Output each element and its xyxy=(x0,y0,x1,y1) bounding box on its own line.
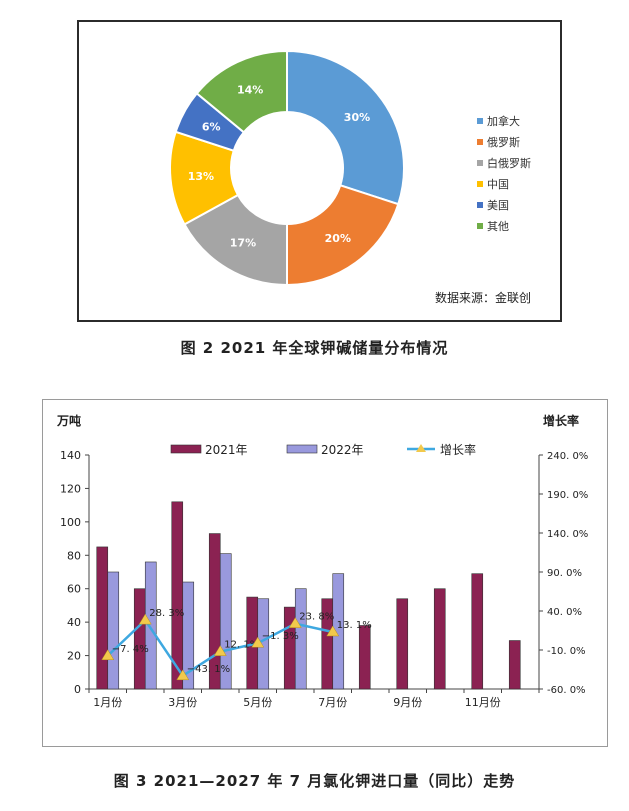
legend-swatch-6 xyxy=(477,223,483,229)
legend-label-1: 加拿大 xyxy=(487,114,520,128)
growth-data-label-5: −1. 3% xyxy=(262,631,299,642)
legend-label-line: 增长率 xyxy=(440,442,476,457)
legend-swatch-4 xyxy=(477,181,483,187)
donut-chart: 30% 20% 17% 13% 6% 14% 加拿大俄罗斯白俄罗斯中国美国其他数据来源：金联… xyxy=(169,49,531,305)
donut-slice-1 xyxy=(286,49,405,206)
growth-data-label-4: 12. 1% xyxy=(224,640,259,651)
bar-2-4 xyxy=(219,553,232,690)
y2-tick-label-3: 90. 0% xyxy=(547,568,582,579)
y2-tick-label-2: 40. 0% xyxy=(547,607,582,618)
donut-source-annotation: 数据来源：金联创 xyxy=(435,290,531,305)
donut-slice-label-3: 17% xyxy=(230,236,256,249)
y-axis-title: 万吨 xyxy=(56,413,81,428)
legend-label-6: 其他 xyxy=(487,220,509,233)
x-tick-label-5: 5月份 xyxy=(243,696,272,709)
bar-2-1 xyxy=(107,571,120,690)
growth-marker-7 xyxy=(326,625,340,637)
x-tick-label-11: 11月份 xyxy=(465,696,501,709)
combo-chart: 0 20 40 60 80 100 120 140 -60. 0% -10. 0% 40. 0% 90… xyxy=(56,413,588,709)
legend-swatch-bar-1 xyxy=(170,444,202,454)
donut-chart-panel: 30% 20% 17% 13% 6% 14% 加拿大俄罗斯白俄罗斯中国美国其他数据来源：金联… xyxy=(77,20,562,322)
legend-swatch-bar-2 xyxy=(286,444,318,454)
growth-data-label-1: −7. 4% xyxy=(112,644,149,655)
legend-label-5: 美国 xyxy=(487,199,509,212)
growth-marker-1 xyxy=(101,649,115,661)
legend-label-3: 白俄罗斯 xyxy=(487,156,531,170)
donut-slice-label-2: 20% xyxy=(325,232,351,245)
y-tick-label-3: 60 xyxy=(67,583,81,596)
bar-1-9 xyxy=(396,598,409,690)
legend-label-2: 俄罗斯 xyxy=(487,136,520,149)
growth-data-label-2: 28. 3% xyxy=(149,608,184,619)
legend-label-bar-2: 2022年 xyxy=(321,443,364,457)
y-tick-label-7: 140 xyxy=(60,449,81,462)
growth-marker-4 xyxy=(213,645,227,656)
combo-chart-panel: 0 20 40 60 80 100 120 140 -60. 0% -10. 0% 40. 0% 90… xyxy=(42,399,608,747)
legend-marker-line xyxy=(416,444,426,452)
growth-data-label-6: 23. 8% xyxy=(299,612,334,623)
growth-data-label-7: 13. 1% xyxy=(337,620,372,631)
legend-swatch-1 xyxy=(477,118,483,124)
growth-marker-6 xyxy=(288,617,302,628)
donut-slice-2 xyxy=(286,184,400,287)
donut-slice-label-6: 14% xyxy=(237,84,263,97)
y-tick-label-6: 120 xyxy=(60,482,81,495)
legend-label-4: 中国 xyxy=(487,178,509,191)
donut-slice-6 xyxy=(195,49,288,134)
bar-1-6 xyxy=(283,606,296,690)
y-tick-label-0: 0 xyxy=(74,683,81,696)
bar-1-2 xyxy=(133,588,146,690)
y2-tick-label-5: 190. 0% xyxy=(547,490,588,501)
bar-1-12 xyxy=(508,640,521,690)
y2-axis-title: 增长率 xyxy=(543,413,579,428)
donut-slice-label-5: 6% xyxy=(202,120,221,133)
legend-label-bar-1: 2021年 xyxy=(205,443,248,457)
bar-1-11 xyxy=(471,573,484,690)
growth-marker-3 xyxy=(176,669,190,681)
y-tick-label-5: 100 xyxy=(60,516,81,529)
y-tick-label-2: 40 xyxy=(67,616,81,629)
legend-swatch-3 xyxy=(477,160,483,166)
y2-tick-label-4: 140. 0% xyxy=(547,529,588,540)
donut-slice-label-1: 30% xyxy=(344,111,370,124)
y-tick-label-4: 80 xyxy=(67,549,81,562)
y2-tick-label-0: -60. 0% xyxy=(547,685,586,696)
bar-1-1 xyxy=(96,546,109,690)
bar-2-6 xyxy=(294,588,307,690)
bar-2-2 xyxy=(144,561,157,690)
donut-chart-caption: 图 2 2021 年全球钾碱储量分布情况 xyxy=(180,339,449,357)
x-tick-label-9: 9月份 xyxy=(393,696,422,709)
growth-marker-2 xyxy=(138,613,152,625)
bar-2-3 xyxy=(182,581,195,690)
bar-1-8 xyxy=(358,625,371,690)
legend-swatch-2 xyxy=(477,139,483,145)
combo-chart-caption: 图 3 2021—2027 年 7 月氯化钾进口量（同比）走势 xyxy=(113,772,516,790)
y2-tick-label-1: -10. 0% xyxy=(547,646,586,657)
bar-1-10 xyxy=(433,588,446,690)
x-tick-label-3: 3月份 xyxy=(168,696,197,709)
x-tick-label-1: 1月份 xyxy=(93,696,122,709)
y2-tick-label-6: 240. 0% xyxy=(547,451,588,462)
growth-data-label-3: −43. 1% xyxy=(187,664,230,675)
donut-slice-label-4: 13% xyxy=(188,170,214,183)
legend-swatch-5 xyxy=(477,202,483,208)
y-tick-label-1: 20 xyxy=(67,650,81,663)
x-tick-label-7: 7月份 xyxy=(318,696,347,709)
growth-marker-5 xyxy=(251,636,265,648)
